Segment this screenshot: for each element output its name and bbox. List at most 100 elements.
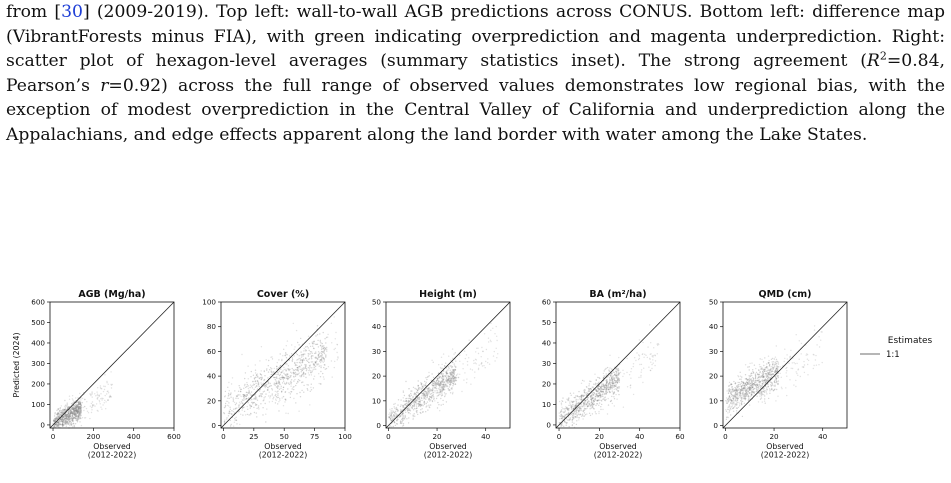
- data-point: [301, 359, 303, 361]
- data-point: [408, 407, 410, 409]
- data-point: [258, 408, 260, 410]
- data-point: [597, 382, 599, 384]
- data-point: [66, 413, 69, 416]
- data-point: [63, 415, 65, 417]
- data-point: [564, 413, 566, 416]
- data-point: [313, 340, 315, 342]
- data-point: [475, 363, 477, 365]
- data-point: [441, 363, 443, 366]
- data-point: [62, 413, 64, 415]
- data-point: [577, 410, 580, 412]
- data-point: [336, 343, 338, 346]
- data-point: [781, 388, 783, 390]
- data-point: [229, 425, 232, 427]
- data-point: [776, 381, 778, 383]
- data-point: [301, 367, 303, 370]
- data-point: [72, 404, 75, 406]
- data-point: [262, 391, 264, 393]
- data-point: [412, 417, 414, 419]
- data-point: [766, 363, 768, 365]
- data-point: [490, 329, 492, 331]
- data-point: [72, 404, 75, 407]
- data-point: [238, 385, 240, 387]
- data-point: [434, 382, 437, 384]
- data-point: [308, 368, 311, 370]
- data-point: [322, 331, 324, 334]
- data-point: [77, 412, 79, 414]
- data-point: [310, 356, 313, 359]
- data-point: [752, 386, 754, 388]
- data-point: [75, 408, 78, 410]
- data-point: [638, 376, 640, 379]
- data-point: [640, 371, 642, 373]
- data-point: [67, 407, 69, 409]
- data-point: [404, 414, 406, 417]
- data-point: [77, 404, 79, 406]
- data-point: [310, 386, 312, 389]
- data-point: [66, 418, 68, 420]
- data-point: [740, 403, 743, 405]
- data-point: [110, 384, 113, 386]
- data-point: [603, 370, 605, 372]
- data-point: [608, 377, 611, 379]
- data-point: [301, 353, 303, 356]
- data-point: [77, 415, 80, 417]
- data-point: [269, 375, 271, 378]
- data-point: [560, 410, 562, 413]
- data-point: [591, 413, 594, 415]
- data-point: [53, 420, 55, 422]
- data-point: [105, 408, 107, 410]
- data-point: [772, 367, 774, 369]
- data-point: [277, 393, 279, 395]
- data-point: [597, 392, 600, 395]
- data-point: [295, 384, 297, 387]
- data-point: [730, 408, 732, 410]
- x-axis-label: (2012-2022): [259, 451, 308, 460]
- panel-title: BA (m²/ha): [589, 289, 646, 300]
- data-point: [77, 411, 79, 413]
- data-point: [71, 407, 74, 409]
- data-point: [256, 416, 258, 418]
- data-point: [407, 412, 410, 414]
- citation-link[interactable]: 30: [61, 2, 83, 22]
- data-point: [289, 368, 291, 371]
- data-point: [390, 420, 392, 422]
- data-point: [728, 385, 730, 387]
- data-point: [615, 385, 617, 387]
- data-point: [747, 383, 749, 385]
- x-tick-label: 400: [127, 432, 141, 441]
- data-point: [323, 352, 326, 355]
- data-point: [254, 386, 257, 388]
- data-point: [765, 376, 768, 379]
- data-point: [74, 415, 77, 417]
- data-point: [62, 410, 64, 412]
- data-point: [76, 419, 78, 422]
- data-point: [64, 407, 67, 409]
- data-point: [61, 411, 63, 414]
- data-point: [80, 405, 82, 407]
- data-point: [69, 411, 71, 414]
- data-point: [611, 368, 613, 370]
- data-point: [73, 417, 76, 419]
- x-axis-label: (2012-2022): [88, 451, 137, 460]
- data-point: [420, 409, 422, 411]
- data-point: [577, 399, 579, 401]
- data-point: [75, 406, 77, 408]
- data-point: [73, 412, 76, 414]
- data-point: [76, 408, 79, 411]
- data-point: [244, 414, 247, 416]
- data-point: [80, 410, 82, 413]
- data-point: [736, 401, 738, 404]
- data-point: [452, 376, 455, 378]
- data-point: [63, 416, 65, 418]
- data-point: [762, 383, 764, 385]
- data-point: [432, 386, 434, 388]
- data-point: [654, 364, 656, 367]
- data-point: [317, 354, 320, 356]
- data-point: [224, 404, 227, 407]
- data-point: [336, 359, 338, 361]
- data-point: [229, 419, 231, 422]
- data-point: [439, 410, 441, 412]
- data-point: [76, 409, 78, 411]
- data-point: [415, 399, 417, 402]
